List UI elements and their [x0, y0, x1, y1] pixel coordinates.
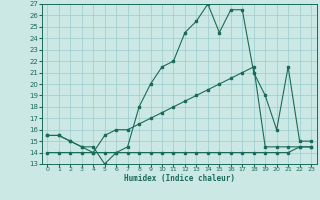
- X-axis label: Humidex (Indice chaleur): Humidex (Indice chaleur): [124, 174, 235, 183]
